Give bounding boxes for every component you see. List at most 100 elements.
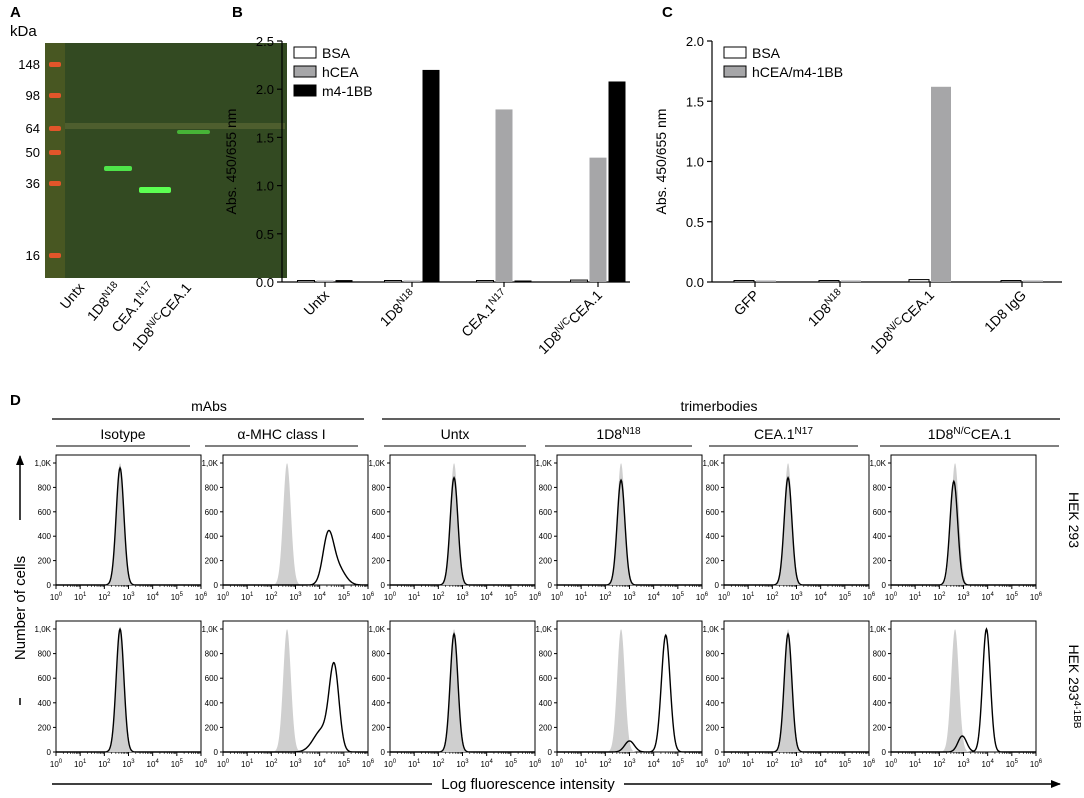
y-tick-label: 200 xyxy=(706,723,720,732)
x-tick-label: 100 xyxy=(885,592,898,602)
y-tick-label: 1.0 xyxy=(256,179,274,194)
x-tick-label: 101 xyxy=(241,592,254,602)
y-tick-label: 200 xyxy=(38,723,52,732)
y-tick-label: 0 xyxy=(715,581,720,590)
x-tick-label: 106 xyxy=(529,759,542,769)
background-band xyxy=(65,123,285,129)
x-tick-label: 102 xyxy=(766,759,779,769)
y-tick-label: 200 xyxy=(38,557,52,566)
y-tick-label: 600 xyxy=(372,508,386,517)
y-axis-label: Abs. 450/655 nm xyxy=(223,109,239,215)
sample-histogram-line xyxy=(223,661,368,753)
x-tick-label: 104 xyxy=(982,592,995,602)
x-tick-label: 103 xyxy=(289,592,302,602)
x-tick-label: 102 xyxy=(265,759,278,769)
bar-bsa xyxy=(384,280,402,283)
y-tick-label: 800 xyxy=(873,483,887,492)
x-tick-label: 104 xyxy=(314,759,327,769)
x-tick-label: 101 xyxy=(742,592,755,602)
sample-histogram-line xyxy=(891,627,1036,753)
column-header: Untx xyxy=(441,426,470,442)
histogram-cell: 0 200 400 600 800 1,0K 100 101 102 103 104 105 106 xyxy=(202,454,375,602)
x-tick-label: 103 xyxy=(790,759,803,769)
y-tick-label: 600 xyxy=(38,674,52,683)
x-category-label: 1D8 IgG xyxy=(981,287,1029,335)
isotype-shaded-histogram xyxy=(390,463,535,585)
y-tick-label: 2.5 xyxy=(256,34,274,49)
x-tick-label: 104 xyxy=(481,759,494,769)
y-tick-label: 400 xyxy=(539,532,553,541)
legend-label: hCEA xyxy=(322,64,359,80)
x-tick-label: 106 xyxy=(195,759,208,769)
x-tick-label: 101 xyxy=(575,759,588,769)
x-tick-label: 105 xyxy=(338,759,351,769)
isotype-shaded-histogram xyxy=(557,463,702,585)
y-tick-label: 600 xyxy=(706,674,720,683)
x-category-label: GFP xyxy=(730,287,762,319)
y-tick-label: 400 xyxy=(205,532,219,541)
y-tick-label: 0 xyxy=(47,748,52,757)
y-axis-label-text: Number of cells xyxy=(12,556,29,660)
x-tick-label: 103 xyxy=(289,759,302,769)
y-tick-label: 200 xyxy=(205,723,219,732)
x-tick-label: 101 xyxy=(74,592,87,602)
y-tick-label: 0.0 xyxy=(686,275,704,290)
y-tick-label: 1,0K xyxy=(536,459,553,468)
bar-hcea-m4-1bb xyxy=(1023,280,1043,282)
x-tick-label: 102 xyxy=(933,592,946,602)
histogram-cell: 0 200 400 600 800 1,0K 100 101 102 103 104 105 106 xyxy=(35,620,208,769)
bar-bsa xyxy=(1000,280,1022,283)
column-header: 1D8N/CCEA.1 xyxy=(928,426,1012,442)
y-tick-label: 1,0K xyxy=(369,459,386,468)
marker-label: 36 xyxy=(26,176,40,191)
y-tick-label: 800 xyxy=(706,650,720,659)
bar-bsa xyxy=(476,280,494,283)
y-tick-label: 800 xyxy=(205,650,219,659)
x-tick-label: 103 xyxy=(957,592,970,602)
y-tick-label: 1.5 xyxy=(686,94,704,109)
sample-histogram-line xyxy=(390,632,535,753)
histogram-cell: 0 200 400 600 800 1,0K 100 101 102 103 104 105 106 xyxy=(536,454,709,602)
x-tick-label: 103 xyxy=(790,592,803,602)
bar-hcea xyxy=(495,109,513,282)
sample-histogram-line xyxy=(557,633,702,753)
x-category-label: CEA.1N17 xyxy=(458,287,511,340)
y-tick-label: 200 xyxy=(873,723,887,732)
bar-bsa xyxy=(818,280,840,283)
column-header: 1D8N18 xyxy=(596,426,641,442)
x-axis-label-log-fluorescence: Log fluorescence intensity xyxy=(441,776,615,793)
bar-m4-1bb xyxy=(335,280,353,282)
marker-label: 16 xyxy=(26,248,40,263)
plot-frame xyxy=(556,454,703,586)
x-tick-label: 105 xyxy=(505,592,518,602)
x-tick-label: 102 xyxy=(933,759,946,769)
x-tick-label: 104 xyxy=(147,759,160,769)
legend-swatch xyxy=(293,84,317,97)
y-tick-label: 1,0K xyxy=(703,459,720,468)
x-tick-label: 100 xyxy=(885,759,898,769)
plot-frame xyxy=(389,454,536,586)
ladder-band xyxy=(49,150,61,155)
y-tick-label: 0 xyxy=(548,748,553,757)
isotype-shaded-histogram xyxy=(223,629,368,752)
x-tick-label: 106 xyxy=(863,759,876,769)
y-tick-label: 800 xyxy=(372,650,386,659)
x-tick-label: 106 xyxy=(696,592,709,602)
x-tick-label: 100 xyxy=(217,759,230,769)
y-tick-label: 0 xyxy=(882,581,887,590)
marker-label: 64 xyxy=(26,121,40,136)
ladder-band xyxy=(49,62,61,67)
x-tick-label: 100 xyxy=(718,592,731,602)
sample-histogram-line xyxy=(557,478,702,586)
x-tick-label: 102 xyxy=(432,592,445,602)
panel-letter-a: A xyxy=(10,4,21,21)
marker-label: 98 xyxy=(26,88,40,103)
x-tick-label: 103 xyxy=(456,592,469,602)
y-tick-label: 0 xyxy=(882,748,887,757)
y-tick-label: 1,0K xyxy=(870,625,887,634)
isotype-shaded-histogram xyxy=(223,463,368,585)
isotype-shaded-histogram xyxy=(557,629,702,752)
y-tick-label: 800 xyxy=(38,650,52,659)
isotype-shaded-histogram xyxy=(390,629,535,752)
plot-frame xyxy=(389,620,536,753)
